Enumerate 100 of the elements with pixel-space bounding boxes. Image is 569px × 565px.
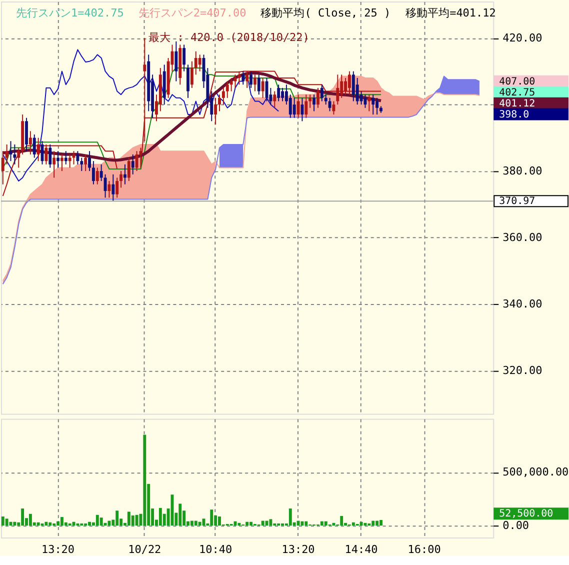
- candlestick: [104, 174, 107, 198]
- candlestick: [320, 84, 324, 102]
- bar: [364, 522, 367, 526]
- x-tick-label: 10:40: [199, 543, 232, 556]
- x-tick-label: 10/22: [128, 543, 162, 556]
- bar: [210, 510, 214, 526]
- candlestick: [52, 150, 56, 178]
- bar: [300, 521, 304, 526]
- annotation: 先行スパン1=402.75: [16, 6, 124, 20]
- bar: [56, 521, 60, 526]
- bar: [320, 521, 324, 526]
- bar: [376, 520, 379, 526]
- bar: [76, 523, 80, 526]
- candlestick: [96, 167, 99, 185]
- candlestick: [376, 97, 379, 116]
- bar: [5, 518, 8, 526]
- bar: [135, 514, 138, 526]
- bar: [360, 522, 363, 526]
- bar: [281, 523, 284, 526]
- bar: [127, 512, 130, 526]
- bar: [21, 508, 24, 526]
- bar: [178, 504, 182, 526]
- bar: [261, 520, 264, 526]
- x-tick-label: 14:40: [344, 543, 378, 556]
- candlestick: [336, 74, 340, 106]
- candlestick: [131, 154, 134, 175]
- text: 402.75: [499, 87, 536, 98]
- x-tick-label: 16:00: [408, 543, 441, 556]
- candlestick: [9, 140, 12, 162]
- x-tick-label: 13:20: [41, 543, 75, 556]
- y-tick-label: 500,000.00: [502, 466, 569, 479]
- bar: [332, 522, 336, 526]
- candlestick: [356, 77, 359, 106]
- bar: [238, 522, 241, 526]
- bar: [198, 522, 202, 526]
- candlestick: [198, 54, 202, 72]
- candlestick: [332, 100, 336, 116]
- candlestick: [28, 130, 32, 155]
- candlestick: [312, 94, 316, 112]
- candlestick: [316, 87, 320, 108]
- bar: [372, 520, 375, 526]
- bar: [116, 510, 119, 526]
- candlestick: [64, 150, 68, 165]
- text: 407.00: [499, 76, 536, 88]
- bar: [88, 522, 91, 526]
- candlestick: [250, 70, 252, 88]
- candlestick: [13, 144, 16, 165]
- candlestick: [36, 137, 40, 162]
- bar: [108, 520, 111, 526]
- text: 401.12: [499, 98, 536, 110]
- bar: [250, 522, 252, 526]
- candlestick: [88, 150, 91, 172]
- bar: [143, 434, 146, 526]
- candlestick: [234, 74, 237, 88]
- y-tick-label: 320.00: [502, 364, 542, 378]
- text: 52,500.00: [499, 508, 554, 520]
- bar: [288, 508, 292, 526]
- candlestick: [288, 94, 292, 118]
- bar: [304, 521, 308, 526]
- candlestick: [292, 97, 296, 118]
- candlestick: [344, 77, 348, 96]
- candlestick: [32, 134, 36, 158]
- candlestick: [60, 154, 64, 172]
- annotation: 先行スパン2=407.00: [138, 6, 246, 20]
- y-tick-label: 0.00: [502, 519, 530, 532]
- candlestick: [230, 77, 233, 92]
- bar: [13, 522, 16, 526]
- candlestick: [56, 150, 60, 168]
- candlestick: [304, 94, 308, 118]
- candlestick: [273, 90, 276, 108]
- candlestick: [72, 150, 76, 165]
- bar: [1, 516, 4, 526]
- candlestick: [1, 150, 4, 185]
- bar: [68, 523, 72, 526]
- candlestick: [186, 64, 190, 98]
- candlestick: [127, 157, 130, 182]
- candlestick: [261, 77, 264, 98]
- candlestick: [308, 94, 312, 108]
- candlestick: [108, 180, 111, 198]
- candlestick: [364, 94, 367, 108]
- bar: [246, 522, 249, 526]
- candlestick: [92, 160, 95, 185]
- text: 398.0: [499, 109, 530, 120]
- bar: [190, 520, 194, 526]
- bar: [380, 520, 382, 526]
- bar: [194, 520, 198, 526]
- candlestick: [328, 97, 332, 112]
- candlestick: [116, 177, 119, 198]
- bar: [28, 514, 32, 526]
- ref-line-label: 370.97: [499, 196, 536, 208]
- bar: [44, 522, 48, 526]
- candlestick: [190, 60, 194, 88]
- candlestick: [300, 97, 304, 122]
- bar: [273, 523, 276, 526]
- bar: [324, 521, 328, 526]
- bar: [368, 523, 371, 526]
- bar: [218, 516, 221, 526]
- candlestick: [242, 70, 245, 86]
- bar: [340, 516, 344, 526]
- line-series: [2, 49, 280, 182]
